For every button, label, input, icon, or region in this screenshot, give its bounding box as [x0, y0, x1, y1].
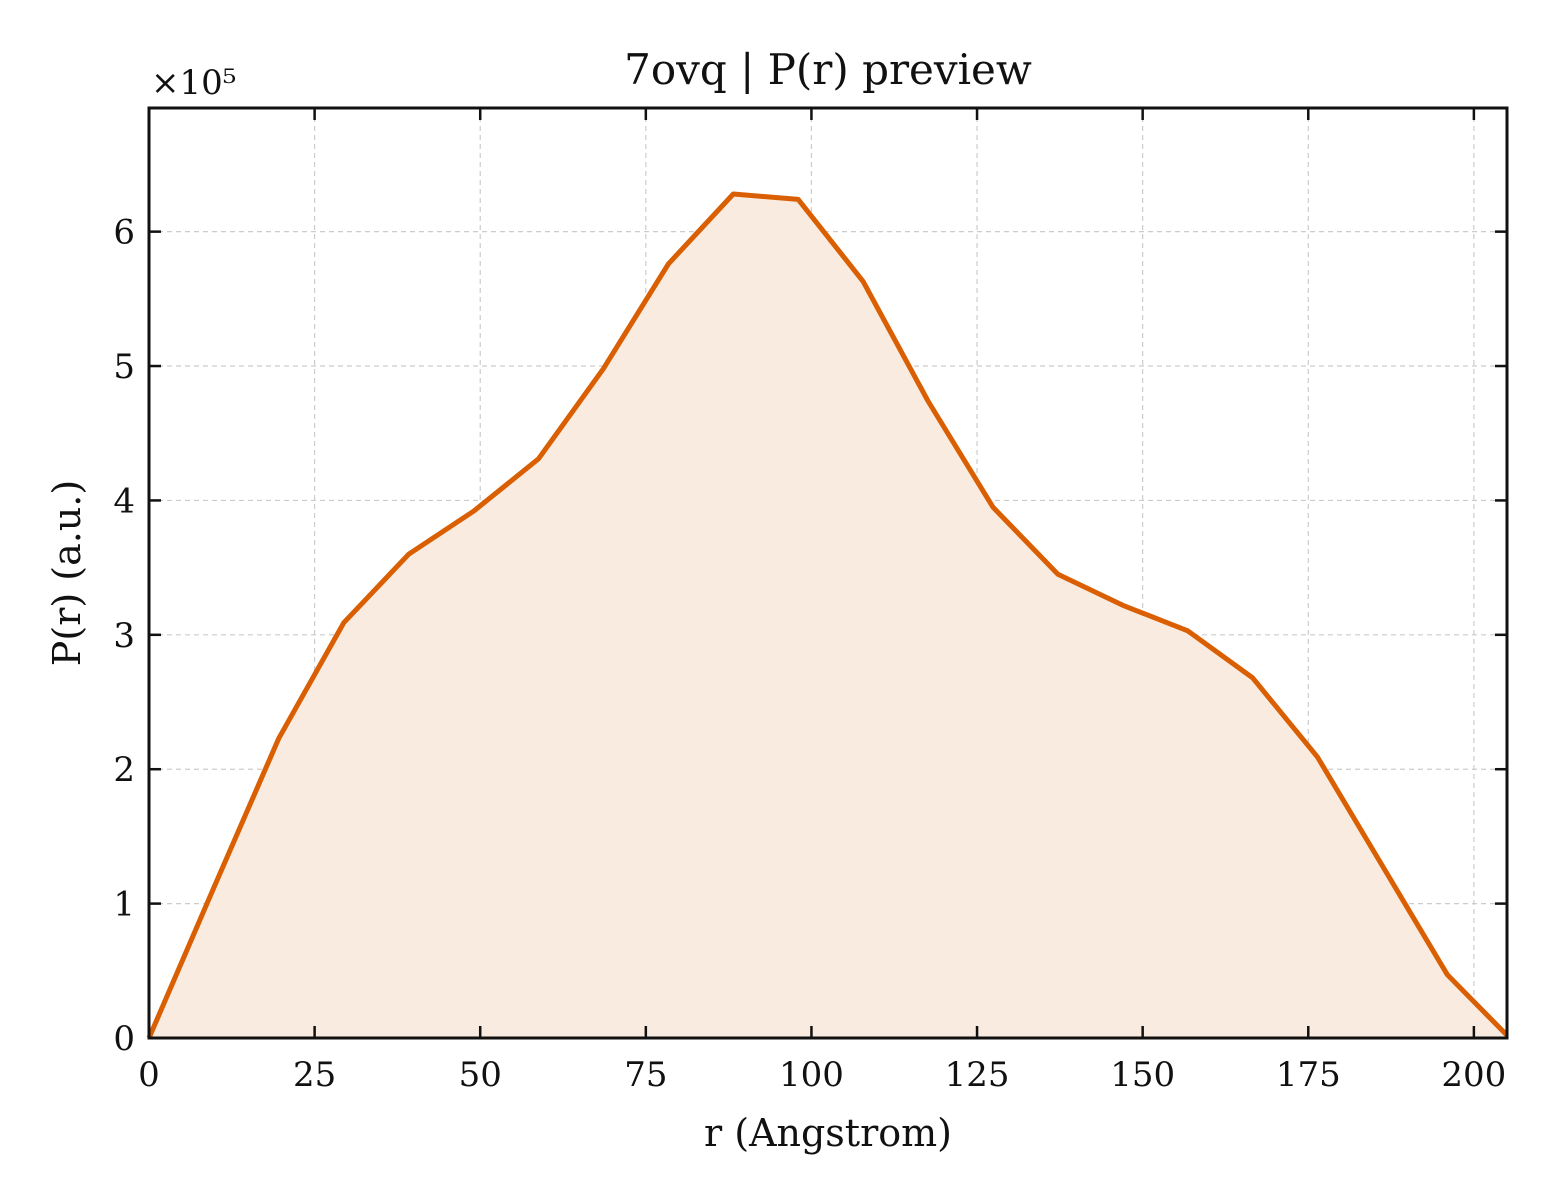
- series-line: [146, 191, 1509, 1039]
- x-tick-label: 75: [624, 1055, 667, 1095]
- x-tick-label: 125: [945, 1055, 1010, 1095]
- y-tick-label: 0: [113, 1019, 135, 1059]
- plot-frame: [147, 106, 1509, 1040]
- x-axis-title: r (Angstrom): [704, 1111, 952, 1155]
- y-tick-label: 5: [113, 347, 135, 387]
- x-tick-label: 200: [1441, 1055, 1506, 1095]
- ticks: [147, 108, 1507, 1040]
- y-axis-title: P(r) (a.u.): [45, 480, 89, 666]
- y-tick-label: 3: [113, 616, 135, 656]
- y-tick-label: 1: [113, 885, 135, 925]
- tick-labels: 0 25 50 75 100 125 150 175 200 0 1 2 3 4 5 6: [113, 213, 1506, 1095]
- x-tick-label: 100: [779, 1055, 844, 1095]
- y-offset-label: ×10⁵: [151, 63, 236, 103]
- x-tick-label: 0: [138, 1055, 160, 1095]
- x-tick-label: 25: [293, 1055, 336, 1095]
- series-area-fill: [149, 194, 1507, 1038]
- x-tick-label: 50: [459, 1055, 502, 1095]
- y-tick-label: 2: [113, 750, 135, 790]
- y-tick-label: 4: [113, 481, 135, 521]
- x-tick-label: 175: [1276, 1055, 1341, 1095]
- x-tick-label: 150: [1110, 1055, 1175, 1095]
- chart-title: 7ovq | P(r) preview: [624, 45, 1032, 94]
- y-tick-label: 6: [113, 213, 135, 253]
